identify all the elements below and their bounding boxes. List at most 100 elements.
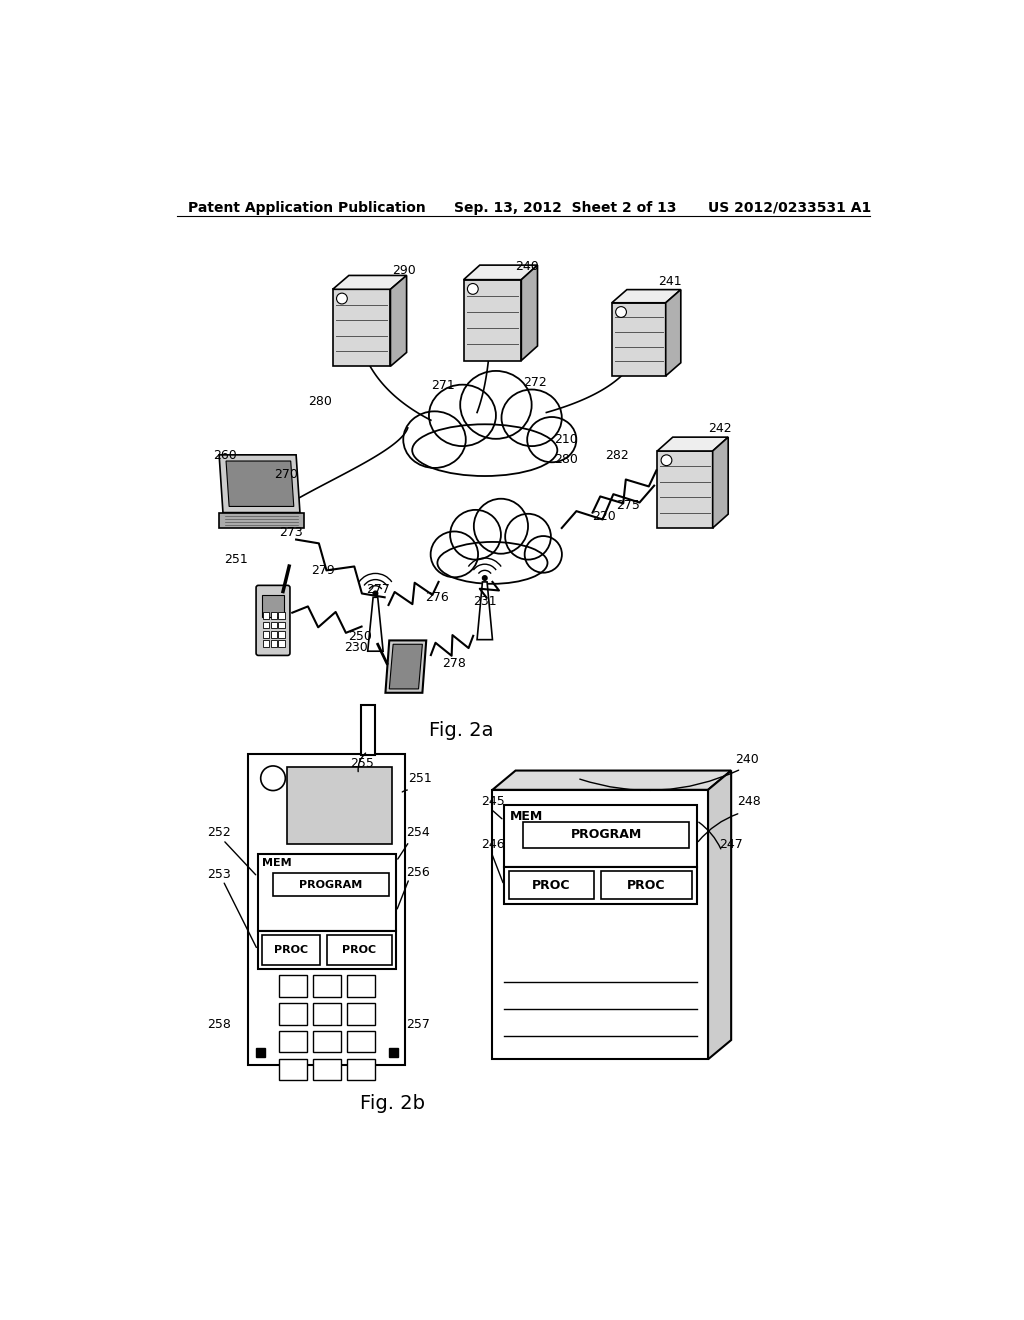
FancyBboxPatch shape — [270, 612, 276, 619]
Text: 270: 270 — [274, 469, 298, 480]
Text: 251: 251 — [224, 553, 248, 566]
Text: 258: 258 — [208, 1019, 231, 1031]
FancyBboxPatch shape — [256, 1048, 265, 1057]
Circle shape — [482, 576, 487, 581]
Text: 242: 242 — [708, 422, 732, 434]
Text: 241: 241 — [658, 276, 682, 289]
Text: 253: 253 — [208, 869, 231, 882]
Polygon shape — [657, 437, 728, 451]
FancyBboxPatch shape — [347, 1003, 375, 1024]
Text: 210: 210 — [554, 433, 578, 446]
Text: 290: 290 — [392, 264, 416, 277]
FancyBboxPatch shape — [263, 622, 269, 628]
Circle shape — [662, 455, 672, 466]
FancyBboxPatch shape — [280, 1031, 307, 1052]
Text: 220: 220 — [593, 511, 616, 523]
Polygon shape — [521, 265, 538, 360]
FancyBboxPatch shape — [270, 640, 276, 647]
Circle shape — [467, 284, 478, 294]
Text: 231: 231 — [473, 595, 497, 609]
Polygon shape — [708, 771, 731, 1059]
Text: PROC: PROC — [342, 945, 376, 954]
FancyBboxPatch shape — [270, 622, 276, 628]
Text: 245: 245 — [481, 795, 505, 808]
Text: 282: 282 — [605, 449, 629, 462]
Ellipse shape — [431, 532, 478, 577]
Text: 275: 275 — [615, 499, 640, 512]
Text: PROC: PROC — [532, 879, 570, 892]
Polygon shape — [657, 451, 713, 528]
FancyBboxPatch shape — [601, 871, 692, 899]
Polygon shape — [389, 644, 422, 689]
Ellipse shape — [474, 499, 528, 553]
Text: 279: 279 — [310, 564, 335, 577]
Text: US 2012/0233531 A1: US 2012/0233531 A1 — [708, 201, 871, 215]
Polygon shape — [666, 289, 681, 376]
Text: 248: 248 — [737, 795, 761, 808]
Text: 230: 230 — [345, 642, 369, 655]
FancyBboxPatch shape — [313, 975, 341, 997]
FancyBboxPatch shape — [327, 936, 391, 965]
FancyBboxPatch shape — [262, 936, 319, 965]
Polygon shape — [464, 265, 538, 280]
Text: PROGRAM: PROGRAM — [570, 829, 642, 841]
Polygon shape — [493, 789, 708, 1059]
Ellipse shape — [527, 417, 577, 462]
FancyBboxPatch shape — [279, 640, 285, 647]
Text: 252: 252 — [208, 826, 231, 840]
Circle shape — [615, 306, 627, 317]
Polygon shape — [493, 771, 731, 789]
Text: MEM: MEM — [510, 810, 544, 822]
Polygon shape — [385, 640, 426, 693]
Polygon shape — [477, 582, 493, 640]
Polygon shape — [611, 302, 666, 376]
Polygon shape — [713, 437, 728, 528]
FancyBboxPatch shape — [263, 640, 269, 647]
FancyBboxPatch shape — [313, 1031, 341, 1052]
Text: 250: 250 — [348, 630, 372, 643]
Text: 240: 240 — [735, 752, 759, 766]
Text: PROC: PROC — [274, 945, 308, 954]
FancyBboxPatch shape — [279, 622, 285, 628]
Ellipse shape — [451, 510, 501, 560]
FancyBboxPatch shape — [287, 767, 392, 843]
FancyBboxPatch shape — [270, 631, 276, 638]
FancyBboxPatch shape — [347, 975, 375, 997]
Polygon shape — [333, 289, 390, 367]
Polygon shape — [464, 280, 521, 360]
FancyBboxPatch shape — [280, 1059, 307, 1080]
FancyBboxPatch shape — [509, 871, 594, 899]
Text: 273: 273 — [280, 525, 303, 539]
Text: Sep. 13, 2012  Sheet 2 of 13: Sep. 13, 2012 Sheet 2 of 13 — [454, 201, 677, 215]
Polygon shape — [219, 455, 300, 512]
Text: 251: 251 — [408, 772, 431, 785]
Polygon shape — [219, 512, 304, 528]
Ellipse shape — [502, 389, 562, 446]
Circle shape — [337, 293, 347, 304]
FancyBboxPatch shape — [504, 805, 696, 867]
FancyBboxPatch shape — [262, 595, 284, 616]
FancyBboxPatch shape — [360, 705, 375, 755]
Ellipse shape — [460, 371, 531, 438]
Polygon shape — [390, 276, 407, 367]
FancyBboxPatch shape — [279, 631, 285, 638]
Text: 260: 260 — [213, 449, 237, 462]
FancyBboxPatch shape — [249, 754, 406, 1065]
Ellipse shape — [403, 412, 466, 469]
Text: 277: 277 — [367, 583, 390, 597]
Ellipse shape — [524, 536, 562, 573]
FancyBboxPatch shape — [313, 1059, 341, 1080]
FancyBboxPatch shape — [523, 822, 689, 847]
FancyBboxPatch shape — [263, 612, 269, 619]
Text: 280: 280 — [554, 453, 578, 466]
Text: 271: 271 — [431, 379, 455, 392]
Text: 247: 247 — [720, 838, 743, 850]
Text: 276: 276 — [425, 591, 450, 605]
Ellipse shape — [413, 424, 557, 477]
Text: Fig. 2a: Fig. 2a — [429, 721, 494, 739]
FancyBboxPatch shape — [347, 1031, 375, 1052]
FancyBboxPatch shape — [263, 631, 269, 638]
FancyBboxPatch shape — [313, 1003, 341, 1024]
Ellipse shape — [437, 543, 548, 583]
Text: Fig. 2b: Fig. 2b — [359, 1094, 425, 1113]
